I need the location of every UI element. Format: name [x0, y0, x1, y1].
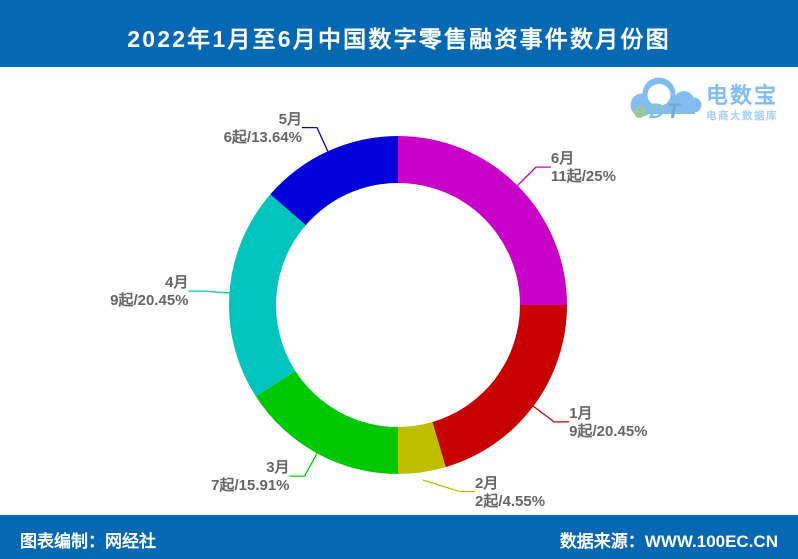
- svg-text:D: D: [649, 100, 664, 123]
- svg-text:T: T: [667, 100, 682, 123]
- svg-text:e: e: [634, 100, 646, 123]
